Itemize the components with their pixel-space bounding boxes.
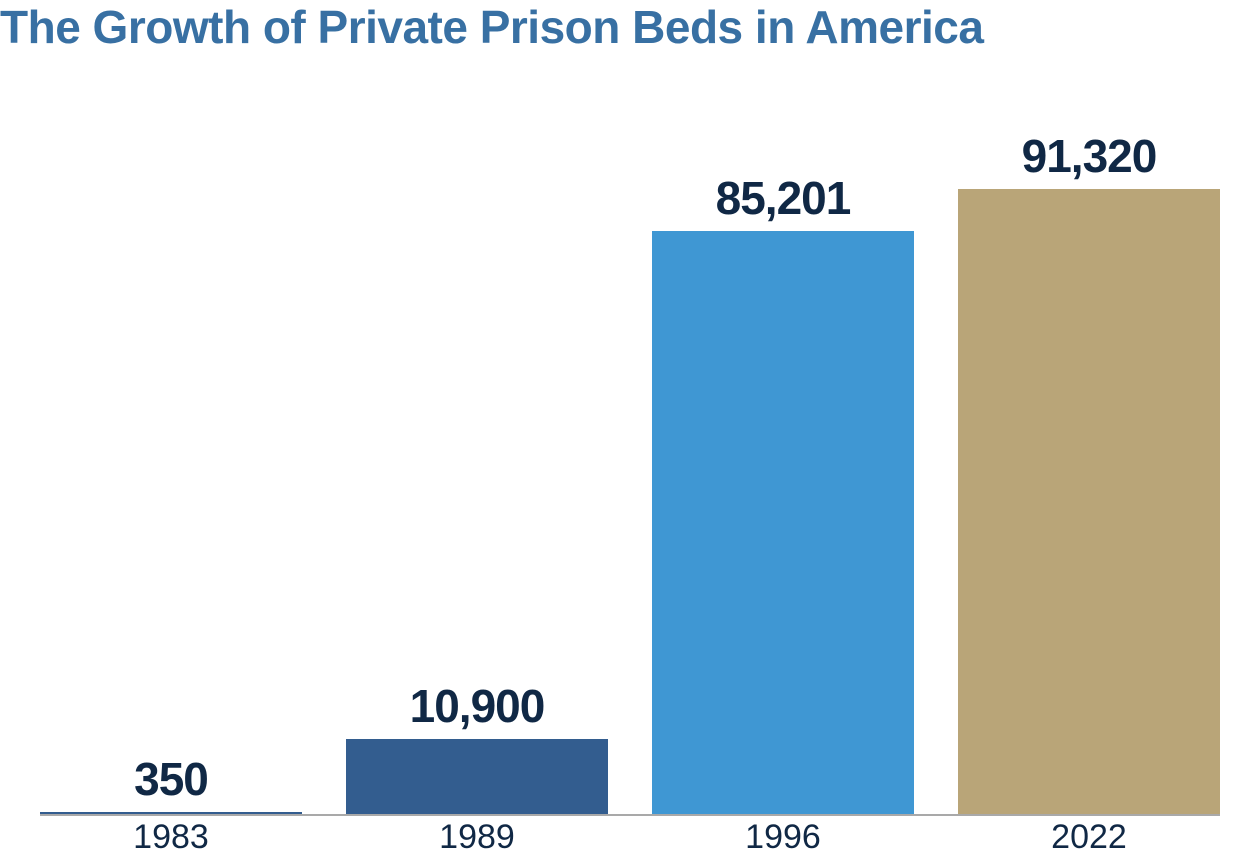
bar-group: 3501983	[40, 116, 302, 814]
bar-value-label: 91,320	[1022, 129, 1157, 183]
bar	[40, 812, 302, 814]
bar-value-label: 350	[134, 752, 208, 806]
plot-area: 350198310,900198985,201199691,3202022	[40, 116, 1220, 816]
bar-x-label: 1996	[745, 818, 821, 857]
bar-x-label: 1989	[439, 818, 515, 857]
chart-title: The Growth of Private Prison Beds in Ame…	[0, 0, 1248, 54]
bar-group: 85,2011996	[652, 116, 914, 814]
bar-x-label: 2022	[1051, 818, 1127, 857]
bar	[652, 231, 914, 814]
bar	[346, 739, 608, 814]
bar-x-label: 1983	[133, 818, 209, 857]
bar-group: 10,9001989	[346, 116, 608, 814]
bar	[958, 189, 1220, 814]
bar-value-label: 10,900	[410, 679, 545, 733]
bar-group: 91,3202022	[958, 116, 1220, 814]
bar-value-label: 85,201	[716, 171, 851, 225]
chart-container: The Growth of Private Prison Beds in Ame…	[0, 0, 1248, 866]
